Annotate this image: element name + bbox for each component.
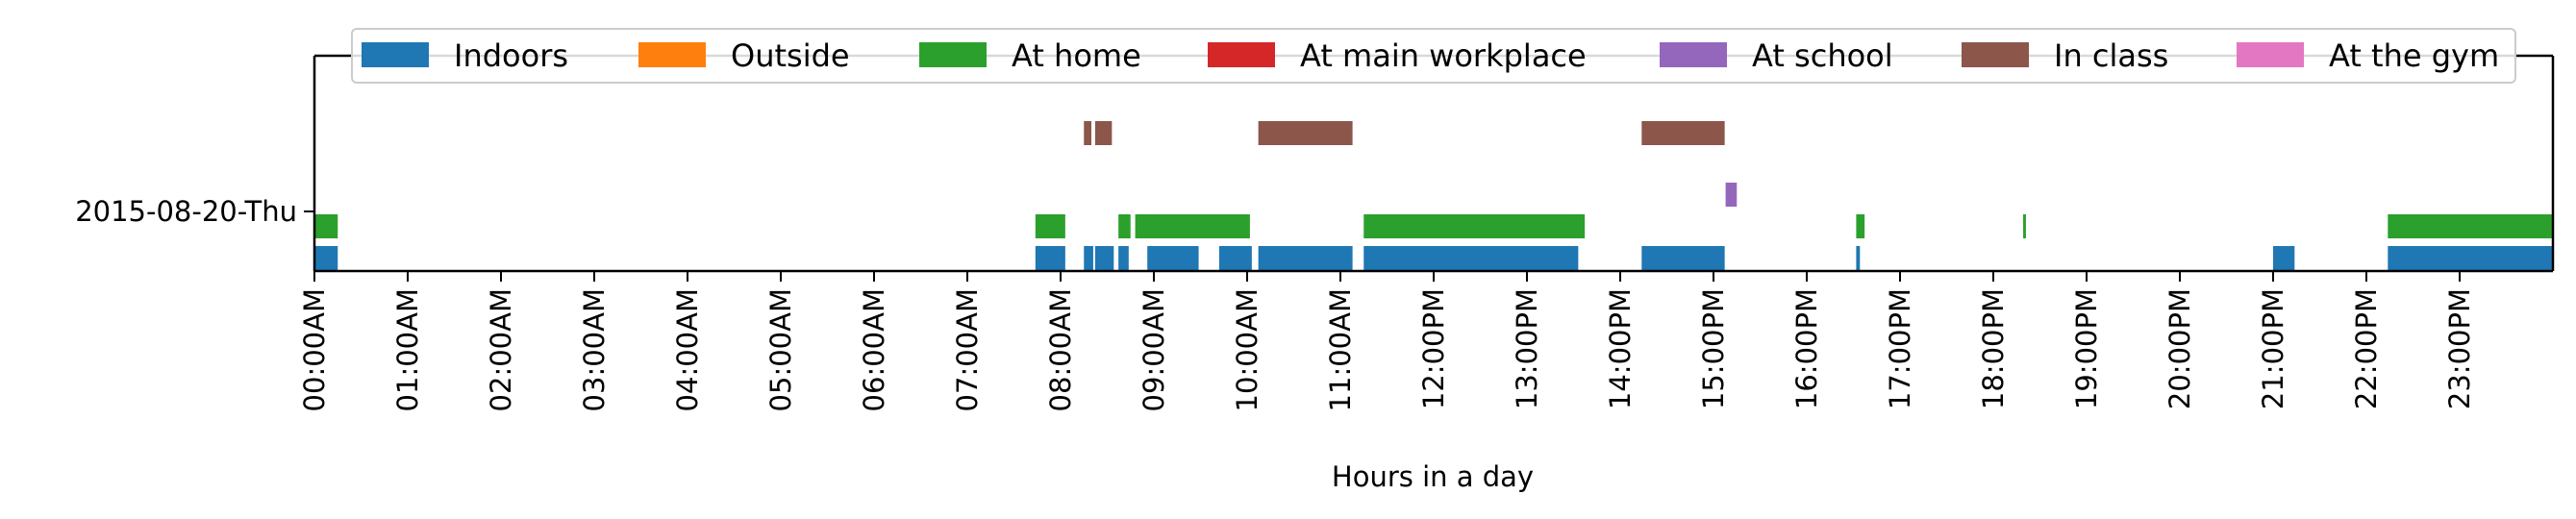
legend: Indoors Outside At home At main workplace At…: [351, 28, 2516, 84]
bar-in-class-2: [1258, 121, 1353, 145]
x-tick-label-4: 04:00AM: [671, 288, 704, 411]
x-tick-label-14: 14:00PM: [1604, 288, 1637, 409]
x-tick-label-21: 21:00PM: [2257, 288, 2289, 409]
bar-in-class-3: [1641, 121, 1725, 145]
bar-indoors-12: [2388, 246, 2553, 270]
legend-swatch-at-main-workplace: [1208, 42, 1275, 67]
legend-label-indoors: Indoors: [454, 37, 568, 74]
x-tick-label-16: 16:00PM: [1790, 288, 1823, 409]
legend-label-in-class: In class: [2054, 37, 2168, 74]
legend-swatch-indoors: [362, 42, 429, 67]
bar-at-home-4: [1363, 214, 1586, 238]
x-tick-label-11: 11:00AM: [1324, 288, 1357, 411]
x-tick-label-9: 09:00AM: [1138, 288, 1170, 411]
legend-swatch-at-home: [919, 42, 987, 67]
bar-in-class-1: [1094, 121, 1113, 145]
bar-at-home-5: [1856, 214, 1865, 238]
bar-indoors-5: [1147, 246, 1199, 270]
plot-area: [314, 121, 2553, 270]
x-tick-label-6: 06:00AM: [858, 288, 890, 411]
bar-indoors-9: [1641, 246, 1725, 270]
x-tick-label-18: 18:00PM: [1977, 288, 2010, 409]
x-tick-label-10: 10:00AM: [1231, 288, 1263, 411]
bar-at-home-7: [2388, 214, 2553, 238]
x-tick-label-5: 05:00AM: [764, 288, 797, 411]
x-tick-label-17: 17:00PM: [1884, 288, 1916, 409]
x-tick-label-7: 07:00AM: [951, 288, 984, 411]
x-tick-label-0: 00:00AM: [298, 288, 331, 411]
x-tick-label-22: 22:00PM: [2350, 288, 2383, 409]
x-tick-label-23: 23:00PM: [2443, 288, 2476, 409]
bar-at-home-2: [1118, 214, 1131, 238]
x-tick-label-20: 20:00PM: [2163, 288, 2196, 409]
bar-indoors-2: [1084, 246, 1093, 270]
x-tick-label-13: 13:00PM: [1511, 288, 1543, 409]
bar-at-school-0: [1725, 183, 1738, 207]
bar-indoors-7: [1258, 246, 1353, 270]
bar-indoors-8: [1363, 246, 1579, 270]
x-tick-label-19: 19:00PM: [2070, 288, 2103, 409]
x-tick-label-8: 08:00AM: [1044, 288, 1077, 411]
x-axis-label: Hours in a day: [1332, 460, 1534, 493]
bar-at-home-3: [1135, 214, 1250, 238]
bar-at-home-6: [2023, 214, 2026, 238]
bar-in-class-0: [1084, 121, 1092, 145]
axes: 00:00AM 01:00AM 02:00AM 03:00AM 04:00AM 05:00…: [75, 54, 2555, 411]
legend-label-at-school: At school: [1752, 37, 1893, 74]
legend-swatch-at-the-gym: [2237, 42, 2304, 67]
legend-label-at-home: At home: [1012, 37, 1141, 74]
bar-indoors-11: [2273, 246, 2295, 270]
legend-label-at-the-gym: At the gym: [2329, 37, 2499, 74]
y-row-label-0: 2015-08-20-Thu: [75, 195, 297, 228]
bar-indoors-1: [1035, 246, 1065, 270]
bar-indoors-3: [1094, 246, 1114, 270]
bar-indoors-4: [1118, 246, 1129, 270]
bar-at-home-1: [1035, 214, 1065, 238]
legend-label-at-main-workplace: At main workplace: [1300, 37, 1587, 74]
legend-swatch-at-school: [1660, 42, 1727, 67]
legend-swatch-outside: [638, 42, 706, 67]
x-tick-label-12: 12:00PM: [1417, 288, 1450, 409]
legend-swatch-in-class: [1962, 42, 2029, 67]
x-tick-label-3: 03:00AM: [578, 288, 611, 411]
bar-indoors-6: [1218, 246, 1252, 270]
bar-indoors-10: [1856, 246, 1861, 270]
x-tick-label-1: 01:00AM: [391, 288, 424, 411]
legend-label-outside: Outside: [731, 37, 850, 74]
bar-indoors-0: [314, 246, 338, 270]
x-tick-label-15: 15:00PM: [1697, 288, 1730, 409]
bar-at-home-0: [314, 214, 338, 238]
x-tick-label-2: 02:00AM: [485, 288, 517, 411]
